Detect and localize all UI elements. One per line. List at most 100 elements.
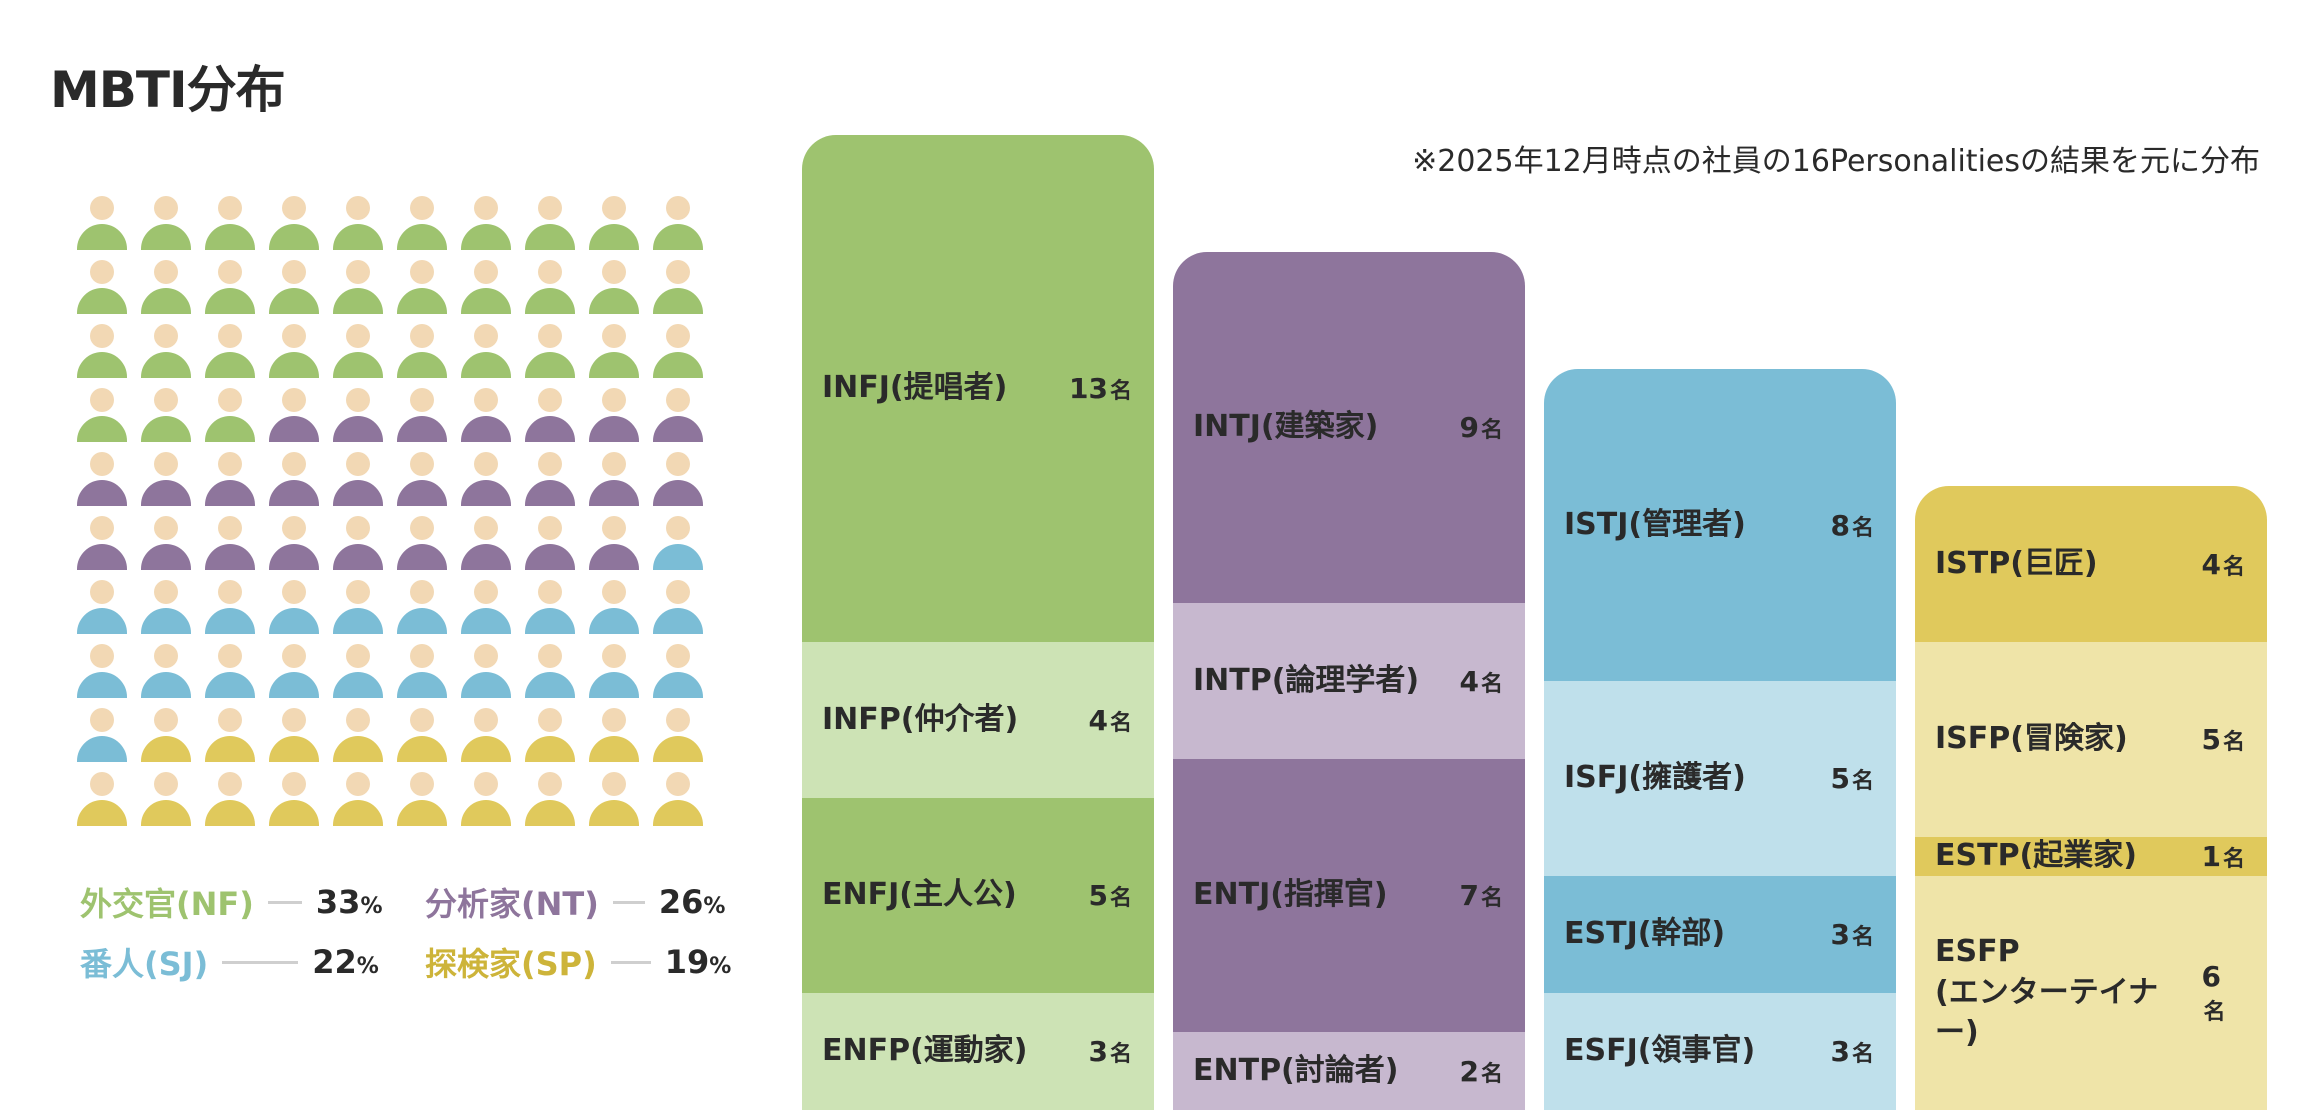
person-body <box>461 544 511 570</box>
person-head <box>538 452 562 476</box>
person-icon <box>266 772 322 832</box>
legend-label: 外交官(NF) <box>80 885 254 923</box>
person-icon-grid <box>74 196 714 836</box>
person-body <box>141 416 191 442</box>
person-head <box>538 580 562 604</box>
person-body <box>589 416 639 442</box>
person-body <box>269 352 319 378</box>
person-body <box>525 544 575 570</box>
person-body <box>77 352 127 378</box>
person-body <box>653 672 703 698</box>
person-icon <box>522 260 578 320</box>
person-icon <box>266 196 322 256</box>
segment-label: INFJ(提唱者) <box>822 370 1008 406</box>
person-body <box>77 288 127 314</box>
person-body <box>269 288 319 314</box>
person-head <box>666 644 690 668</box>
person-icon <box>138 772 194 832</box>
segment-label: ESFP (エンターテイナー) <box>1935 934 2159 1051</box>
person-head <box>218 708 242 732</box>
person-body <box>397 672 447 698</box>
segment-unit: 名 <box>1109 886 1132 911</box>
person-icon <box>266 708 322 768</box>
person-body <box>525 672 575 698</box>
person-icon <box>458 580 514 640</box>
person-icon <box>138 452 194 512</box>
person-head <box>90 324 114 348</box>
segment-count: 5名 <box>1089 879 1133 912</box>
person-icon <box>74 196 130 256</box>
person-body <box>77 480 127 506</box>
segment-count: 6名 <box>2202 960 2245 1026</box>
person-icon <box>522 580 578 640</box>
person-body <box>525 224 575 250</box>
segment-value: 6 <box>2201 960 2222 993</box>
person-head <box>474 644 498 668</box>
person-body <box>269 672 319 698</box>
segment-count: 4名 <box>2202 548 2246 581</box>
person-head <box>666 388 690 412</box>
person-body <box>525 608 575 634</box>
segment-count: 5名 <box>2202 723 2246 756</box>
bar-segment: ESFJ(領事官) 3名 <box>1544 993 1896 1110</box>
segment-value: 4 <box>1459 664 1479 698</box>
bar-segment: ISTP(巨匠) 4名 <box>1915 486 2267 642</box>
person-head <box>282 388 306 412</box>
segment-value: 1 <box>2201 840 2221 873</box>
person-icon <box>586 260 642 320</box>
person-head <box>90 708 114 732</box>
person-head <box>538 388 562 412</box>
person-head <box>154 580 178 604</box>
person-head <box>218 516 242 540</box>
segment-label: ENFP(運動家) <box>822 1033 1028 1069</box>
person-icon <box>266 516 322 576</box>
person-body <box>205 352 255 378</box>
person-body <box>141 800 191 826</box>
person-icon <box>394 772 450 832</box>
segment-unit: 名 <box>1109 379 1132 404</box>
segment-label: ENTJ(指揮官) <box>1193 877 1388 913</box>
segment-unit: 名 <box>1109 710 1132 736</box>
person-body <box>269 608 319 634</box>
person-icon <box>138 644 194 704</box>
person-icon <box>522 516 578 576</box>
person-icon <box>650 708 706 768</box>
person-body <box>589 800 639 826</box>
person-icon <box>266 452 322 512</box>
segment-unit: 名 <box>1480 671 1503 697</box>
person-body <box>205 544 255 570</box>
bar-segment: ISFJ(擁護者) 5名 <box>1544 681 1896 876</box>
person-body <box>461 800 511 826</box>
person-body <box>141 608 191 634</box>
person-body <box>589 608 639 634</box>
segment-unit: 名 <box>2222 554 2245 580</box>
segment-value: 13 <box>1069 372 1108 405</box>
person-icon <box>330 260 386 320</box>
segment-unit: 名 <box>2203 1000 2226 1025</box>
person-head <box>666 324 690 348</box>
person-body <box>525 352 575 378</box>
person-icon <box>394 516 450 576</box>
person-head <box>90 452 114 476</box>
legend-value: 22% <box>312 943 379 981</box>
person-body <box>269 736 319 762</box>
person-head <box>90 260 114 284</box>
person-head <box>154 324 178 348</box>
person-body <box>397 480 447 506</box>
segment-count: 8名 <box>1831 509 1875 542</box>
person-body <box>141 224 191 250</box>
person-icon <box>330 452 386 512</box>
person-icon <box>74 452 130 512</box>
person-icon <box>138 260 194 320</box>
person-body <box>77 544 127 570</box>
person-body <box>525 416 575 442</box>
segment-label: INTJ(建築家) <box>1193 409 1379 445</box>
person-body <box>589 544 639 570</box>
person-head <box>346 772 370 796</box>
person-body <box>461 416 511 442</box>
person-icon <box>330 772 386 832</box>
page-title: MBTI分布 <box>50 61 286 119</box>
segment-label: ESTJ(幹部) <box>1564 916 1726 952</box>
person-body <box>397 736 447 762</box>
person-head <box>602 644 626 668</box>
